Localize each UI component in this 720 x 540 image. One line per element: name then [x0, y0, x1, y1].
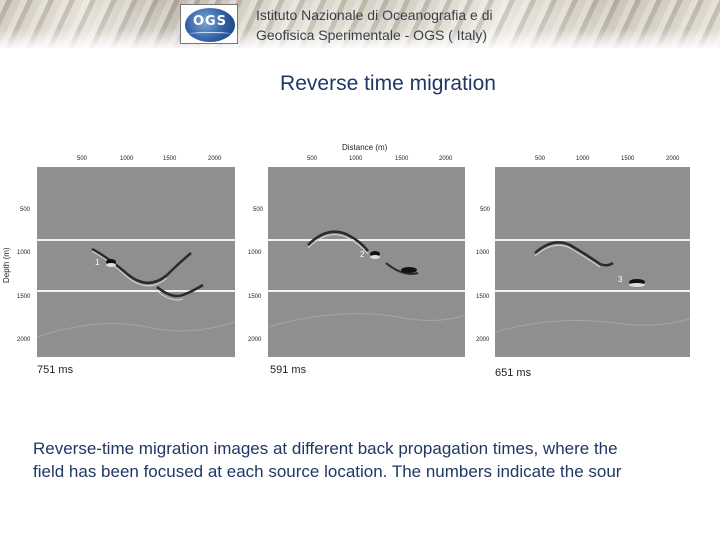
x-tick: 2000: [439, 156, 453, 162]
x-tick: 2000: [208, 156, 222, 162]
x-tick: 1500: [621, 156, 635, 162]
caption-line-1: Reverse-time migration images at differe…: [33, 439, 618, 458]
x-tick: 1000: [349, 156, 363, 162]
institute-line-2: Geofisica Sperimentale - OGS ( Italy): [256, 27, 488, 43]
seismic-image-3: [495, 167, 690, 357]
header-banner: OGS Istituto Nazionale di Oceanografia e…: [0, 0, 720, 48]
source-marker-1: 1: [95, 258, 100, 267]
y-tick: 500: [480, 207, 491, 213]
x-axis-label: Distance (m): [342, 143, 388, 152]
x-tick: 500: [77, 156, 88, 162]
header-fade: [0, 0, 720, 48]
x-tick: 1500: [395, 156, 409, 162]
globe-icon: [185, 8, 235, 42]
y-tick: 1000: [17, 250, 31, 256]
y-tick: 1500: [248, 294, 262, 300]
time-label-3: 651 ms: [495, 367, 532, 379]
y-tick: 500: [20, 207, 31, 213]
x-tick: 1000: [576, 156, 590, 162]
migration-figure: Distance (m) Depth (m) 500 1000 1500 200…: [0, 140, 720, 385]
slide-title: Reverse time migration: [280, 72, 496, 95]
y-tick: 2000: [17, 337, 31, 343]
time-label-1: 751 ms: [37, 364, 74, 376]
institute-line-1: Istituto Nazionale di Oceanografia e di: [256, 7, 493, 23]
x-tick: 500: [535, 156, 546, 162]
seismic-image-2: [268, 167, 465, 357]
y-tick: 1000: [248, 250, 262, 256]
y-tick: 2000: [476, 337, 490, 343]
y-tick: 500: [253, 207, 264, 213]
seismic-image-1: [37, 167, 235, 357]
time-label-2: 591 ms: [270, 364, 307, 376]
wave-icon: [189, 32, 231, 36]
x-tick: 1000: [120, 156, 134, 162]
y-axis-label: Depth (m): [2, 247, 11, 283]
caption-line-2: field has been focused at each source lo…: [33, 462, 622, 481]
figure-caption: Reverse-time migration images at differe…: [33, 437, 720, 483]
x-tick: 1500: [163, 156, 177, 162]
y-tick: 2000: [248, 337, 262, 343]
y-tick: 1500: [476, 294, 490, 300]
source-marker-3: 3: [618, 275, 623, 284]
source-marker-2: 2: [360, 250, 365, 259]
x-tick: 500: [307, 156, 318, 162]
x-tick: 2000: [666, 156, 680, 162]
institute-name: Istituto Nazionale di Oceanografia e di …: [256, 5, 493, 45]
logo-text: OGS: [192, 14, 228, 29]
y-tick: 1500: [17, 294, 31, 300]
y-tick: 1000: [476, 250, 490, 256]
ogs-logo: OGS: [180, 4, 238, 44]
